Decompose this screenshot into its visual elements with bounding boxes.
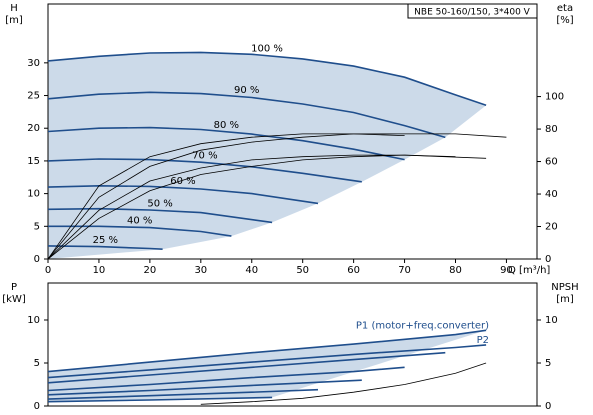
performance-curve bbox=[47, 379, 362, 396]
x-tick-label: 60 bbox=[347, 265, 360, 276]
y2-axis-label: NPSH bbox=[551, 282, 578, 293]
performance-curve bbox=[47, 207, 273, 224]
curve-label: 50 % bbox=[147, 198, 172, 209]
y-tick-label: 0 bbox=[34, 254, 40, 265]
performance-curve bbox=[47, 366, 405, 392]
performance-curve bbox=[47, 51, 487, 107]
operating-region bbox=[48, 330, 487, 406]
performance-curve bbox=[47, 91, 446, 139]
curve-label: 80 % bbox=[214, 120, 239, 131]
performance-curve bbox=[47, 344, 487, 379]
efficiency-curve bbox=[200, 362, 487, 405]
y2-axis-unit: [%] bbox=[556, 15, 573, 26]
curve-label: 60 % bbox=[170, 176, 195, 187]
y-tick-label: 10 bbox=[27, 315, 40, 326]
x-tick-label: 80 bbox=[449, 265, 462, 276]
y-tick-label: 30 bbox=[27, 58, 40, 69]
operating-region bbox=[48, 52, 487, 260]
performance-curve bbox=[47, 388, 319, 400]
x-tick-label: 70 bbox=[398, 265, 411, 276]
y-tick-label: 25 bbox=[27, 91, 40, 102]
curve-label: P2 bbox=[477, 335, 489, 346]
y2-tick-label: 0 bbox=[545, 401, 551, 412]
performance-curve bbox=[47, 245, 163, 250]
y2-tick-label: 20 bbox=[545, 222, 558, 233]
x-axis-label: Q [m³/h] bbox=[508, 265, 550, 276]
x-tick-label: 90 bbox=[500, 265, 513, 276]
y-tick-label: 15 bbox=[27, 156, 40, 167]
performance-curve bbox=[47, 184, 319, 205]
y-tick-label: 10 bbox=[27, 189, 40, 200]
efficiency-curve bbox=[47, 133, 507, 260]
curve-label: 25 % bbox=[93, 235, 118, 246]
performance-curve bbox=[47, 329, 487, 373]
y2-axis-label: eta bbox=[557, 3, 573, 14]
y-axis-label: P bbox=[11, 282, 17, 293]
performance-curve bbox=[47, 351, 446, 384]
y2-tick-label: 80 bbox=[545, 124, 558, 135]
performance-curve bbox=[47, 126, 405, 161]
title-box bbox=[407, 3, 538, 19]
y2-tick-label: 100 bbox=[545, 92, 564, 103]
y-axis-unit: [m] bbox=[5, 15, 23, 26]
x-tick-label: 0 bbox=[45, 265, 51, 276]
y-tick-label: 0 bbox=[34, 401, 40, 412]
efficiency-curve bbox=[47, 133, 405, 260]
performance-curve bbox=[47, 396, 273, 403]
y2-tick-label: 40 bbox=[545, 189, 558, 200]
curve-label: 70 % bbox=[192, 151, 217, 162]
curve-label: 90 % bbox=[234, 85, 259, 96]
efficiency-curve bbox=[47, 154, 487, 260]
y2-axis-unit: [m] bbox=[556, 294, 574, 305]
x-tick-label: 50 bbox=[296, 265, 309, 276]
y2-tick-label: 60 bbox=[545, 157, 558, 168]
y-tick-label: 20 bbox=[27, 123, 40, 134]
efficiency-curve bbox=[47, 154, 456, 260]
x-tick-label: 20 bbox=[144, 265, 157, 276]
curve-label: 40 % bbox=[127, 215, 152, 226]
curve-label: P1 (motor+freq.converter) bbox=[356, 320, 489, 331]
chart-title: NBE 50-160/150, 3*400 V bbox=[414, 8, 531, 18]
performance-curve bbox=[47, 158, 362, 183]
y-tick-label: 5 bbox=[34, 221, 40, 232]
y-tick-label: 5 bbox=[34, 358, 40, 369]
x-tick-label: 10 bbox=[93, 265, 106, 276]
y2-tick-label: 5 bbox=[545, 358, 551, 369]
bottom-plot-frame bbox=[47, 282, 538, 407]
y2-tick-label: 10 bbox=[545, 315, 558, 326]
y2-tick-label: 0 bbox=[545, 254, 551, 265]
x-tick-label: 30 bbox=[194, 265, 207, 276]
curve-label: 100 % bbox=[251, 44, 283, 55]
x-tick-label: 40 bbox=[245, 265, 258, 276]
y-axis-label: H bbox=[10, 3, 18, 14]
y-axis-unit: [kW] bbox=[2, 294, 26, 305]
